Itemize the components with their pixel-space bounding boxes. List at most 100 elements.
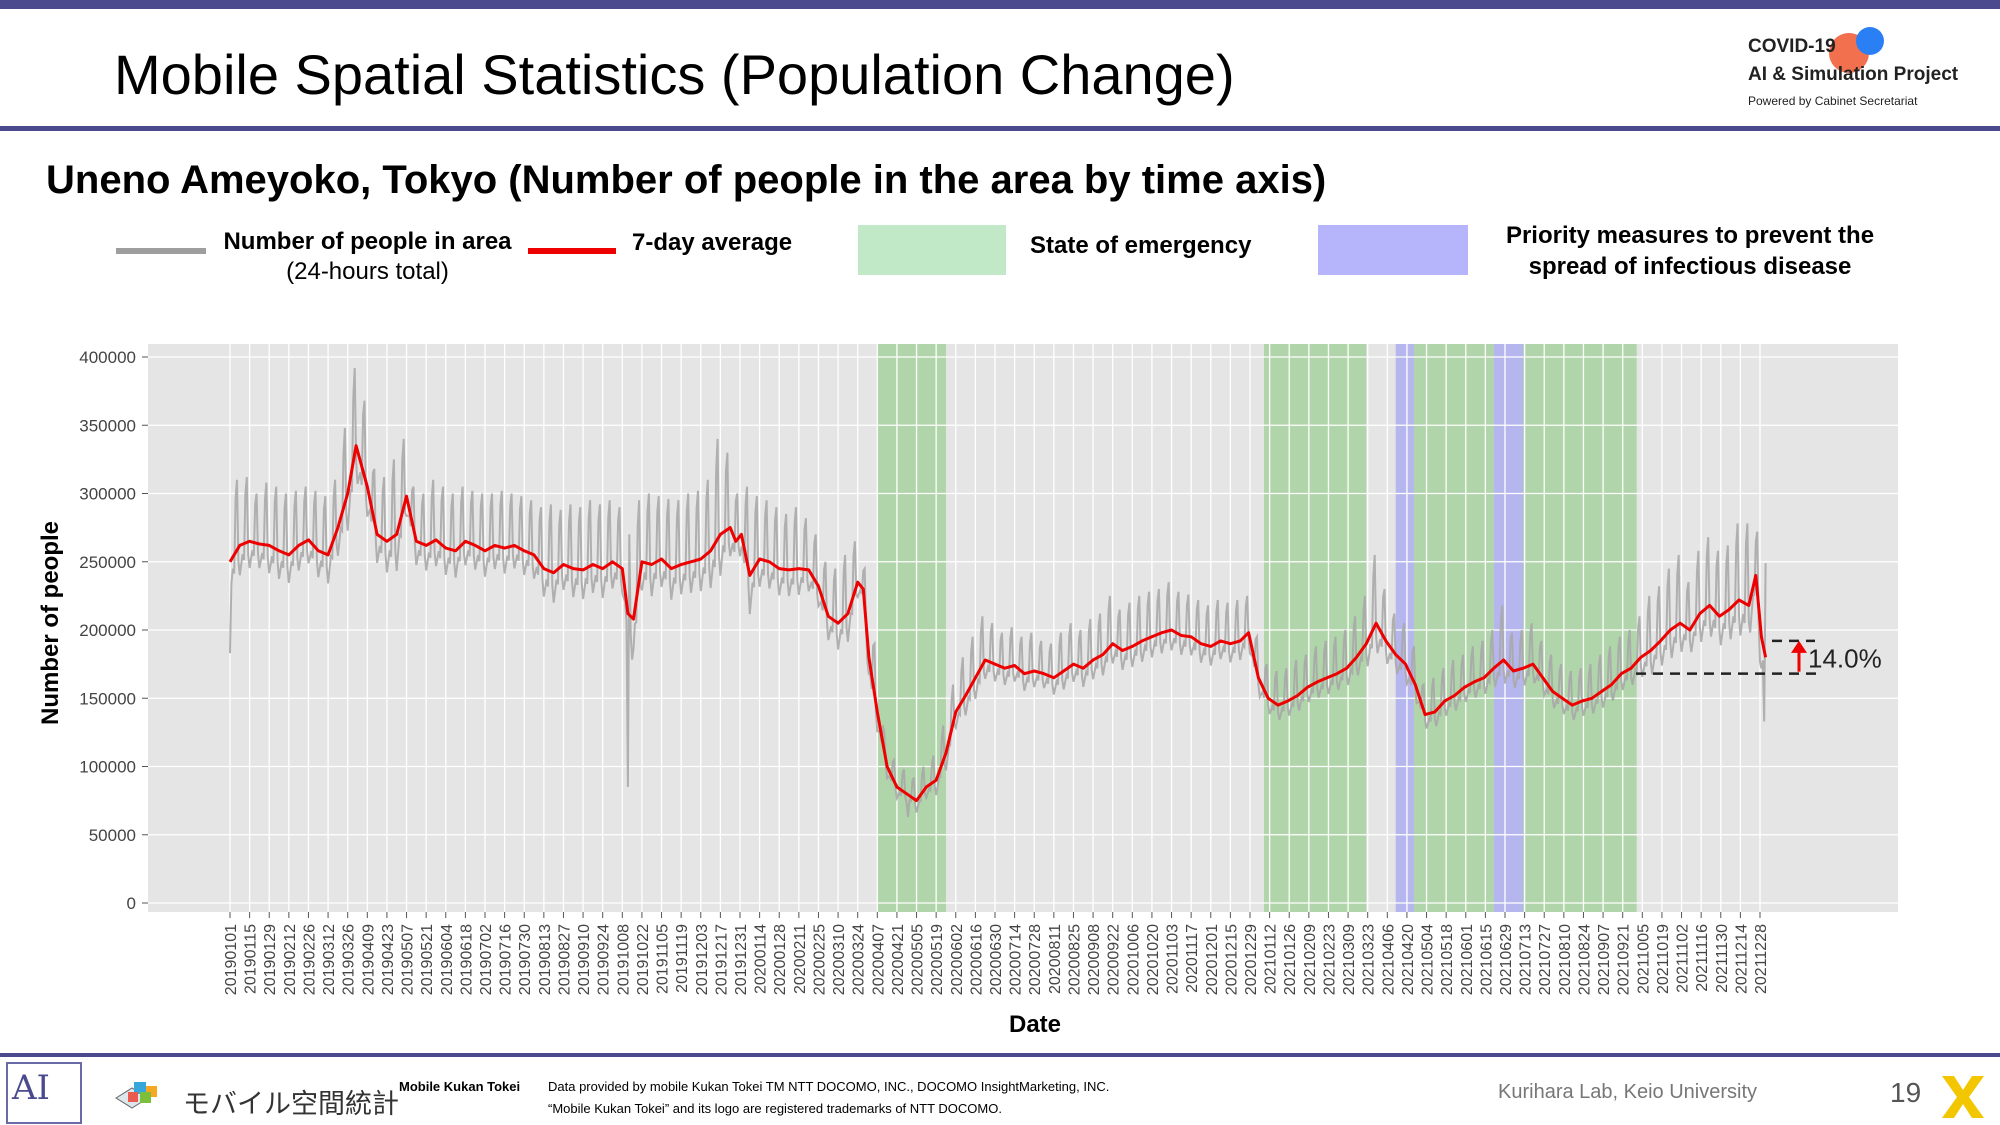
- x-tick-label: 20210112: [1263, 924, 1280, 994]
- logo-line-1: COVID-19: [1748, 36, 1836, 57]
- population-chart-svg: 0 50000 100000 150000 200000 250000 300000 3500…: [37, 344, 1898, 1038]
- priority-measures-period: [1493, 344, 1524, 912]
- x-tick-label: 20190226: [301, 924, 318, 995]
- legend-priority-line1: Priority measures to prevent the: [1505, 222, 1875, 249]
- x-tick-label: 20211130: [1714, 924, 1731, 993]
- x-tick-label: 20200616: [968, 924, 985, 995]
- x-tick-label: 20200825: [1066, 924, 1083, 995]
- x-tick-label: 20200714: [1008, 924, 1025, 995]
- logo-blue-circle: [1856, 27, 1884, 55]
- x-tick-label: 20200908: [1086, 924, 1103, 995]
- x-tick-label: 20210209: [1302, 924, 1319, 995]
- legend-priority-swatch: [1318, 225, 1468, 275]
- x-tick-label: 20190129: [262, 924, 279, 995]
- x-tick-label: 20191217: [713, 924, 730, 995]
- daily-people-line: [229, 367, 1767, 818]
- y-tick-label: 400000: [79, 348, 136, 367]
- cube-logo-icon: [115, 1082, 157, 1109]
- x-logo-icon: [1942, 1076, 1984, 1118]
- x-tick-label: 20190409: [360, 924, 377, 995]
- x-tick-label: 20210921: [1616, 924, 1633, 995]
- x-tick-label: 20190423: [380, 924, 397, 995]
- x-tick-label: 20210629: [1498, 924, 1515, 995]
- lab-logo-text: AI: [12, 1068, 50, 1108]
- x-tick-label: 20210126: [1282, 924, 1299, 995]
- x-tick-label: 20210420: [1400, 924, 1417, 995]
- x-tick-label: 20201020: [1145, 924, 1162, 995]
- mobile-kukan-tokei-label: Mobile Kukan Tokei: [399, 1079, 521, 1094]
- x-tick-label: 20210406: [1380, 924, 1397, 995]
- legend-average-swatch: [528, 248, 616, 254]
- x-tick-label: 20200211: [792, 924, 809, 994]
- data-credit-line-2: “Mobile Kukan Tokei” and its logo are re…: [548, 1101, 1002, 1116]
- x-tick-label: 20190924: [596, 924, 613, 995]
- x-tick-label: 20190702: [478, 924, 495, 995]
- x-tick-label: 20191008: [615, 924, 632, 995]
- x-tick-label: 20200602: [949, 924, 966, 995]
- x-tick-label: 20211116: [1694, 924, 1711, 992]
- daily-series: [229, 367, 1767, 818]
- x-tick-label: 20201215: [1223, 924, 1240, 995]
- average-series: [228, 444, 1768, 803]
- x-tick-label: 20210323: [1361, 924, 1378, 995]
- y-tick-label: 200000: [79, 621, 136, 640]
- x-tick-label: 20190115: [243, 924, 260, 994]
- x-tick-label: 20201229: [1243, 924, 1260, 995]
- page-number: 19: [1890, 1077, 1922, 1108]
- x-tick-label: 20210504: [1420, 924, 1437, 995]
- x-tick-label: 20190507: [400, 924, 417, 995]
- x-tick-label: 20200505: [910, 924, 927, 995]
- x-tick-label: 20210810: [1557, 924, 1574, 995]
- page-title: Mobile Spatial Statistics (Population Ch…: [114, 43, 1235, 106]
- data-credit-line-1: Data provided by mobile Kukan Tokei TM N…: [548, 1079, 1110, 1094]
- x-tick-label: 20190716: [498, 924, 515, 995]
- seven-day-average-line: [228, 444, 1768, 803]
- x-tick-label: 20200421: [890, 924, 907, 995]
- x-tick-label: 20210713: [1518, 924, 1535, 995]
- legend-priority-label: Priority measures to prevent the spread …: [1474, 222, 1906, 281]
- x-tick-label: 20200728: [1027, 924, 1044, 995]
- y-tick-label: 300000: [79, 485, 136, 504]
- x-tick-label: 20211214: [1733, 924, 1750, 994]
- y-axis-label: Number of people: [37, 521, 64, 725]
- annotation: 14.0%: [1636, 639, 1882, 675]
- x-tick-label: 20190312: [321, 924, 338, 995]
- legend-priority-line2: spread of infectious disease: [1528, 253, 1852, 280]
- x-tick-label: 20190813: [537, 924, 554, 995]
- x-tick-label: 20200324: [851, 924, 868, 995]
- emergency-period: [1264, 344, 1367, 912]
- y-tick-label: 50000: [89, 826, 136, 845]
- x-tick-label: 20191119: [674, 924, 691, 993]
- footer-divider: [0, 1053, 2000, 1057]
- legend-emergency-label: State of emergency: [1030, 232, 1252, 259]
- chart-subtitle: Uneno Ameyoko, Tokyo (Number of people i…: [46, 158, 1327, 202]
- x-tick-label: 20201117: [1184, 924, 1201, 993]
- grid-lines: [148, 344, 1898, 912]
- top-accent-bar: [0, 0, 2000, 9]
- emergency-period: [877, 344, 946, 912]
- emergency-period: [1413, 344, 1494, 912]
- x-tick-label: 20201006: [1125, 924, 1142, 995]
- x-tick-label: 20200811: [1047, 924, 1064, 994]
- legend-daily-label: Number of people in area (24-hours total…: [210, 228, 525, 286]
- x-tick-label: 20211005: [1635, 924, 1652, 994]
- y-tick-label: 150000: [79, 689, 136, 708]
- x-tick-label: 20201201: [1204, 924, 1221, 995]
- x-tick-label: 20201103: [1165, 924, 1182, 994]
- y-tick-label: 250000: [79, 553, 136, 572]
- x-tick-label: 20210223: [1321, 924, 1338, 995]
- x-tick-label: 20200407: [870, 924, 887, 995]
- title-divider: [0, 126, 2000, 131]
- x-tick-label: 20210727: [1537, 924, 1554, 995]
- lab-credit: Kurihara Lab, Keio University: [1498, 1081, 1758, 1103]
- x-tick-label: 20190326: [341, 924, 358, 995]
- logo-line-3: Powered by Cabinet Secretariat: [1748, 94, 1918, 108]
- axes: 0 50000 100000 150000 200000 250000 300000 3500…: [79, 348, 1770, 995]
- logo-line-2: AI & Simulation Project: [1748, 64, 1959, 85]
- x-tick-label: 20211102: [1675, 924, 1692, 993]
- x-tick-label: 20200128: [772, 924, 789, 995]
- increase-percent-label: 14.0%: [1808, 643, 1882, 673]
- x-tick-label: 20210824: [1576, 924, 1593, 995]
- x-tick-label: 20211019: [1655, 924, 1672, 994]
- project-logo: COVID-19 AI & Simulation Project Powered…: [1745, 27, 1995, 120]
